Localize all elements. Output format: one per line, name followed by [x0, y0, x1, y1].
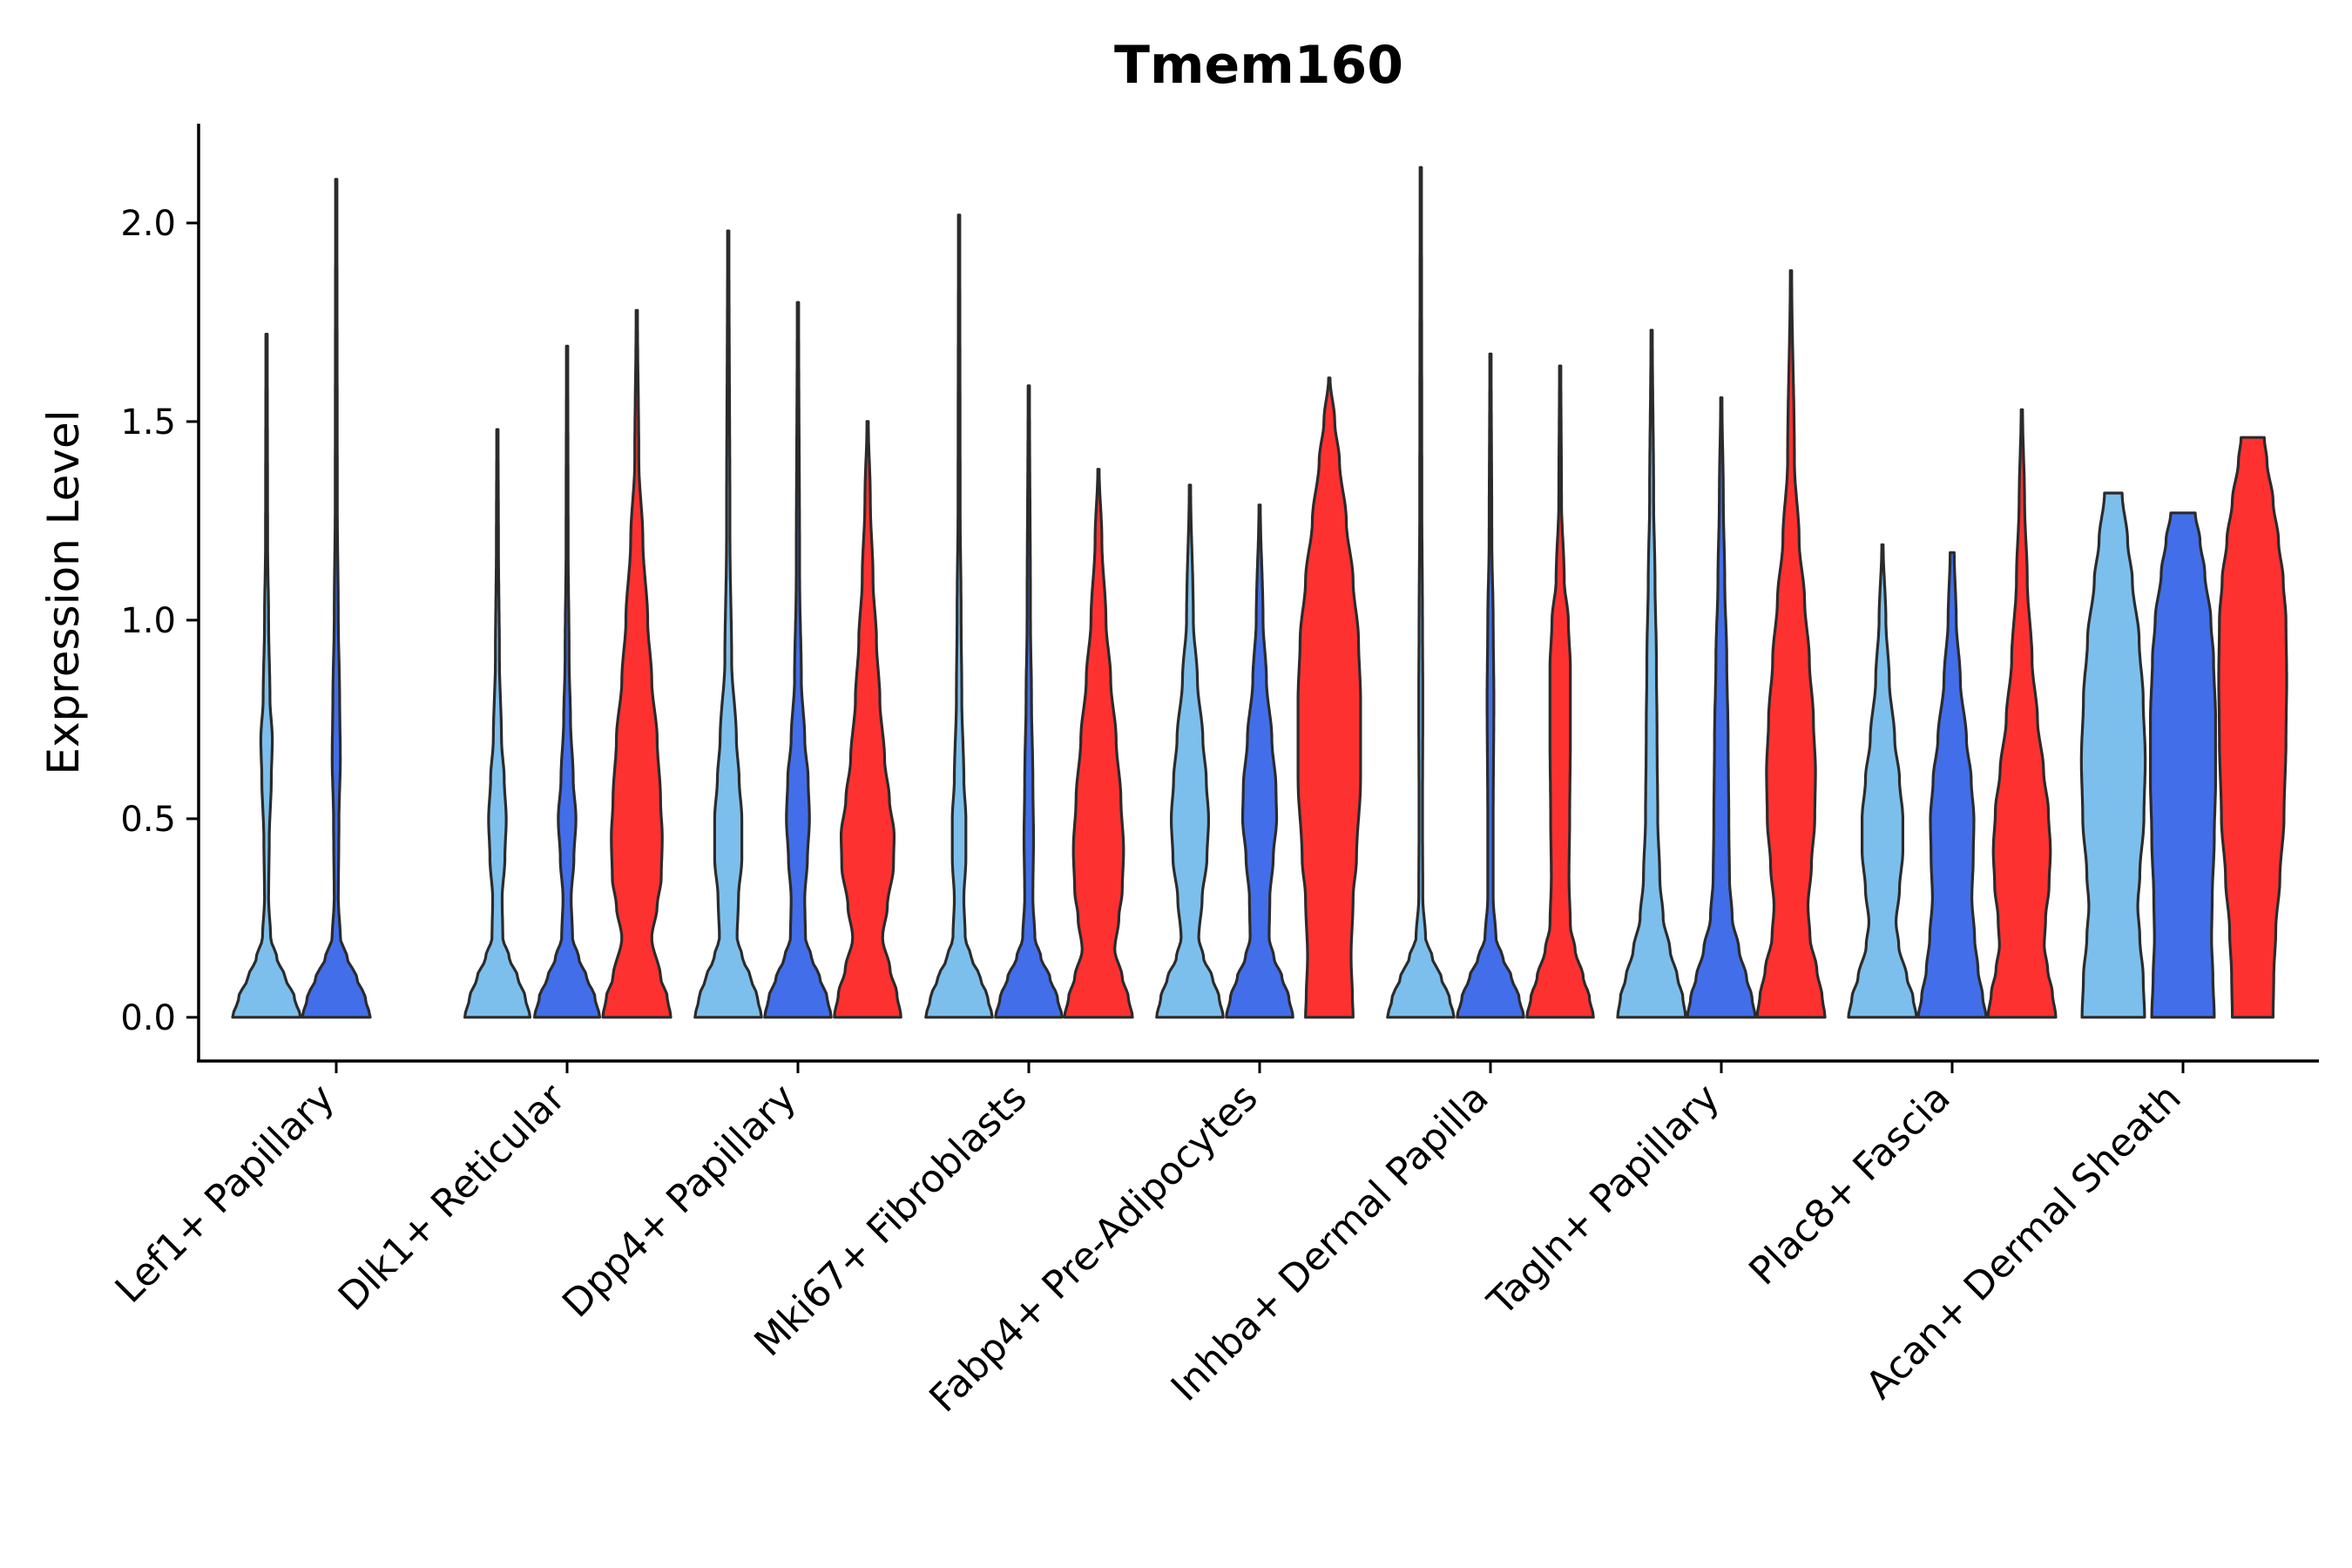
y-tick-label: 1.0	[120, 601, 176, 641]
violin-tagln-papillary-series-2	[1686, 396, 1757, 1019]
violin-dpp4-papillary-series-3	[833, 420, 902, 1019]
violin-mki67-fibroblasts-series-1	[924, 213, 994, 1019]
y-ticks-group: 0.0 0.5 1.0 1.5 2.0	[120, 204, 199, 1038]
violin-lef1-papillary-series-1	[231, 333, 302, 1019]
x-category-label: Plac8+ Fascia	[1740, 1076, 1959, 1294]
y-tick-label: 0.0	[120, 998, 176, 1038]
violin-plac8-fascia-series-2	[1916, 551, 1988, 1019]
violins-group	[231, 166, 2288, 1019]
y-tick-label: 1.5	[120, 402, 176, 443]
violin-acan-dermal-sheath-series-1	[2079, 491, 2147, 1019]
violin-dlk1-reticular-series-2	[533, 344, 601, 1019]
violin-inhba-dermal-papilla-series-1	[1386, 166, 1456, 1019]
violin-inhba-dermal-papilla-series-2	[1456, 352, 1525, 1019]
violin-lef1-papillary-series-2	[301, 178, 372, 1019]
axes-group	[197, 124, 2319, 1063]
y-tick-label: 2.0	[120, 204, 176, 244]
violin-inhba-dermal-papilla-series-3	[1525, 364, 1595, 1019]
violin-mki67-fibroblasts-series-2	[994, 384, 1064, 1019]
violin-tagln-papillary-series-3	[1755, 269, 1827, 1019]
violin-dpp4-papillary-series-1	[693, 229, 763, 1019]
chart-title: Tmem160	[1114, 35, 1403, 96]
violin-fabp4-pre-adipocytes-series-3	[1296, 376, 1362, 1019]
x-category-label: Dlk1+ Reticular	[330, 1075, 575, 1320]
x-category-label: Lef1+ Papillary	[107, 1076, 343, 1312]
y-axis-label: Expression Level	[38, 409, 89, 774]
violin-mki67-fibroblasts-series-3	[1063, 468, 1134, 1019]
violin-dlk1-reticular-series-1	[463, 428, 531, 1019]
violin-plac8-fascia-series-3	[1986, 408, 2058, 1019]
x-category-label: Tagln+ Papillary	[1479, 1076, 1728, 1325]
violin-fabp4-pre-adipocytes-series-1	[1155, 483, 1225, 1019]
violin-plac8-fascia-series-1	[1847, 543, 1918, 1019]
violin-tagln-papillary-series-1	[1616, 328, 1687, 1019]
violin-dlk1-reticular-series-3	[601, 308, 672, 1019]
x-category-label: Dpp4+ Papillary	[554, 1076, 805, 1327]
violin-acan-dermal-sheath-series-3	[2217, 436, 2288, 1019]
y-tick-label: 0.5	[120, 800, 176, 840]
violin-acan-dermal-sheath-series-2	[2149, 511, 2217, 1019]
violin-dpp4-papillary-series-2	[763, 301, 833, 1019]
violin-fabp4-pre-adipocytes-series-2	[1225, 504, 1294, 1019]
